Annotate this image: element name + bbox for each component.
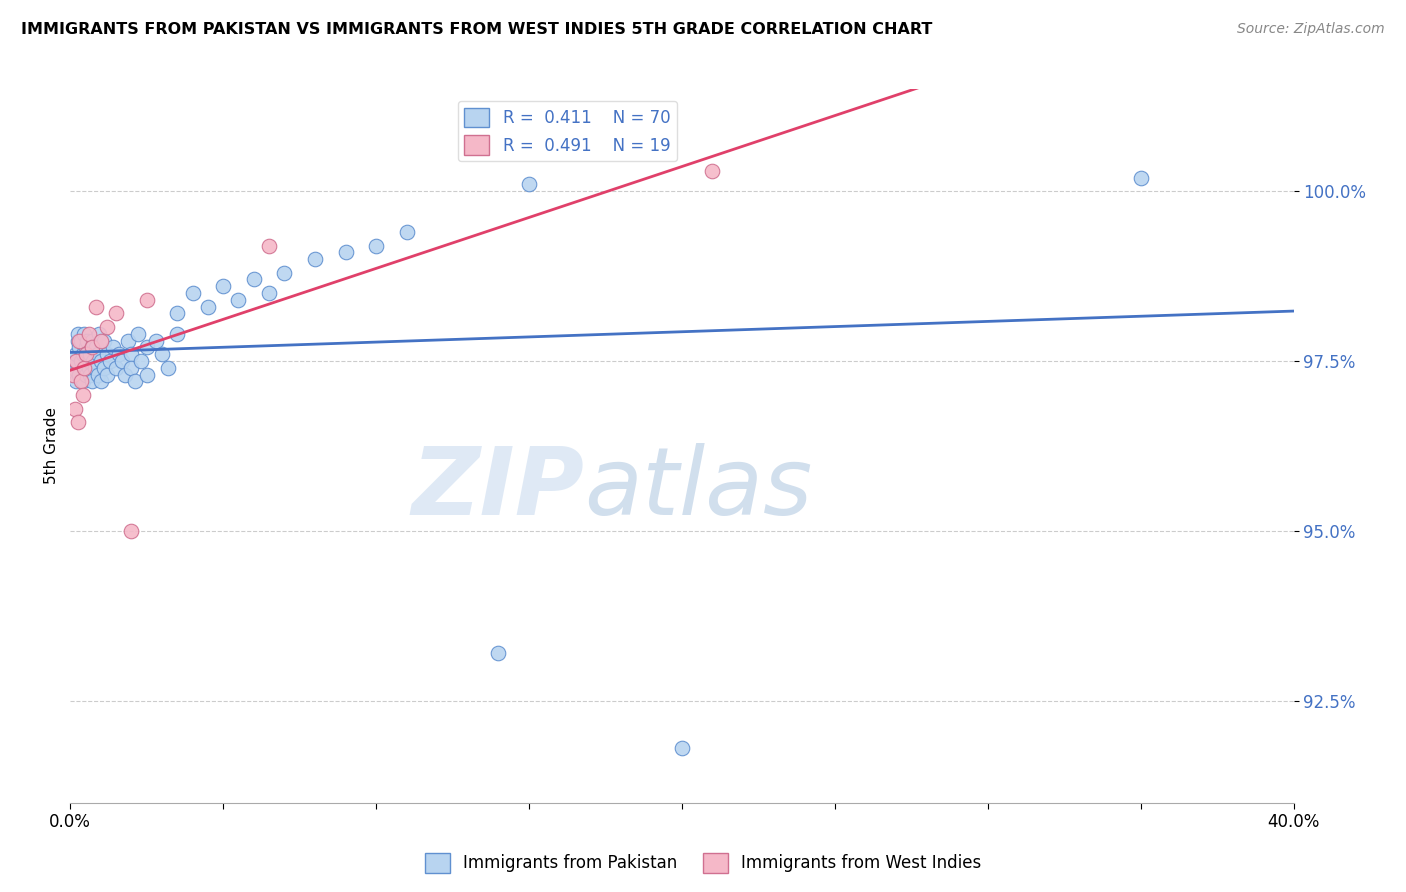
Point <box>75 368 97 382</box>
Point <box>90 375 112 389</box>
Point <box>76 334 98 348</box>
Point <box>89 326 111 341</box>
Point <box>70 354 93 368</box>
Point <box>395 225 418 239</box>
Point <box>93 334 115 348</box>
Point <box>111 354 134 368</box>
Point <box>273 266 295 280</box>
Point <box>114 368 136 382</box>
Text: IMMIGRANTS FROM PAKISTAN VS IMMIGRANTS FROM WEST INDIES 5TH GRADE CORRELATION CH: IMMIGRANTS FROM PAKISTAN VS IMMIGRANTS F… <box>21 22 932 37</box>
Point <box>76 347 98 361</box>
Point <box>166 306 188 320</box>
Point <box>87 368 110 382</box>
Point <box>101 341 124 355</box>
Point <box>98 354 121 368</box>
Point <box>65 354 87 368</box>
Point <box>150 347 173 361</box>
Point <box>257 238 280 252</box>
Point <box>1129 170 1152 185</box>
Text: ZIP: ZIP <box>411 442 583 535</box>
Y-axis label: 5th Grade: 5th Grade <box>44 408 59 484</box>
Point <box>135 368 157 382</box>
Point <box>93 360 115 375</box>
Point <box>90 354 112 368</box>
Point <box>257 286 280 301</box>
Legend: R =  0.411    N = 70, R =  0.491    N = 19: R = 0.411 N = 70, R = 0.491 N = 19 <box>458 101 678 161</box>
Point <box>66 326 89 341</box>
Point <box>304 252 326 266</box>
Point <box>135 293 157 307</box>
Point <box>62 360 84 375</box>
Point <box>105 360 128 375</box>
Point <box>80 334 103 348</box>
Point <box>66 334 89 348</box>
Point <box>96 347 118 361</box>
Point <box>72 347 94 361</box>
Point <box>69 334 91 348</box>
Point <box>70 334 93 348</box>
Point <box>77 354 100 368</box>
Point <box>65 347 87 361</box>
Point <box>79 368 101 382</box>
Text: Source: ZipAtlas.com: Source: ZipAtlas.com <box>1237 22 1385 37</box>
Point <box>157 360 180 375</box>
Point <box>63 401 86 416</box>
Point <box>80 341 103 355</box>
Point <box>66 415 89 429</box>
Point <box>69 368 91 382</box>
Point <box>63 354 86 368</box>
Point <box>79 347 101 361</box>
Point <box>96 368 118 382</box>
Point <box>517 178 540 192</box>
Point <box>77 326 100 341</box>
Point <box>117 334 139 348</box>
Point <box>70 375 93 389</box>
Point <box>73 326 96 341</box>
Point <box>127 326 149 341</box>
Point <box>488 646 510 660</box>
Point <box>121 524 143 538</box>
Text: atlas: atlas <box>583 443 813 534</box>
Point <box>84 341 107 355</box>
Point <box>65 375 87 389</box>
Point <box>366 238 388 252</box>
Point <box>335 245 357 260</box>
Point <box>135 341 157 355</box>
Point <box>181 286 204 301</box>
Point <box>145 334 167 348</box>
Point <box>83 360 105 375</box>
Point <box>87 347 110 361</box>
Point <box>702 163 724 178</box>
Point <box>212 279 235 293</box>
Point <box>72 388 94 402</box>
Point <box>166 326 188 341</box>
Point <box>69 341 91 355</box>
Point <box>73 360 96 375</box>
Point <box>77 360 100 375</box>
Point <box>72 375 94 389</box>
Point <box>82 354 104 368</box>
Point <box>671 741 693 756</box>
Point <box>84 300 107 314</box>
Point <box>80 375 103 389</box>
Point <box>96 320 118 334</box>
Point <box>62 368 84 382</box>
Point <box>121 360 143 375</box>
Point <box>73 360 96 375</box>
Point <box>124 375 146 389</box>
Point <box>243 272 266 286</box>
Point <box>121 347 143 361</box>
Point <box>228 293 250 307</box>
Point <box>197 300 219 314</box>
Point <box>105 306 128 320</box>
Point <box>75 341 97 355</box>
Point <box>90 334 112 348</box>
Point <box>129 354 152 368</box>
Point <box>75 347 97 361</box>
Legend: Immigrants from Pakistan, Immigrants from West Indies: Immigrants from Pakistan, Immigrants fro… <box>418 847 988 880</box>
Point <box>108 347 131 361</box>
